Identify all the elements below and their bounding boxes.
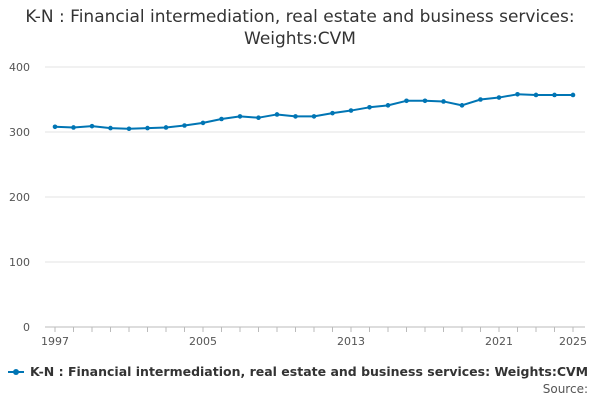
data-point[interactable] bbox=[71, 125, 76, 130]
data-point[interactable] bbox=[311, 114, 317, 119]
y-tick-label: 300 bbox=[9, 126, 30, 139]
data-point[interactable] bbox=[496, 95, 502, 100]
data-point[interactable] bbox=[385, 103, 391, 108]
data-point[interactable] bbox=[441, 99, 446, 104]
series-line bbox=[54, 93, 573, 130]
data-point[interactable] bbox=[52, 124, 58, 130]
data-point[interactable] bbox=[552, 92, 557, 98]
data-point[interactable] bbox=[330, 110, 335, 116]
x-axis: 1997 2005 2013 2021 2025 bbox=[41, 326, 587, 348]
data-point[interactable] bbox=[219, 116, 224, 122]
data-point[interactable] bbox=[348, 108, 354, 113]
x-tick-label: 2021 bbox=[485, 335, 513, 348]
x-tick-label: 1997 bbox=[41, 335, 69, 348]
data-point[interactable] bbox=[367, 105, 372, 110]
y-tick-label: 100 bbox=[9, 256, 30, 269]
legend: K-N : Financial intermediation, real est… bbox=[8, 364, 588, 379]
data-point[interactable] bbox=[570, 92, 576, 98]
data-point[interactable] bbox=[200, 120, 206, 126]
y-axis-ticks: 0 100 200 300 400 bbox=[9, 61, 30, 334]
data-point[interactable] bbox=[293, 114, 298, 119]
data-point[interactable] bbox=[533, 92, 539, 98]
y-tick-label: 400 bbox=[9, 61, 30, 74]
data-point[interactable] bbox=[182, 123, 187, 128]
data-point[interactable] bbox=[422, 98, 428, 104]
x-tick-label: 2005 bbox=[189, 335, 217, 348]
y-tick-label: 200 bbox=[9, 191, 30, 204]
y-tick-label: 0 bbox=[23, 321, 30, 334]
data-point[interactable] bbox=[108, 125, 113, 131]
source-label: Source: bbox=[542, 382, 588, 396]
data-point[interactable] bbox=[515, 92, 520, 97]
legend-label: K-N : Financial intermediation, real est… bbox=[30, 364, 589, 379]
gridlines bbox=[45, 66, 585, 263]
data-point[interactable] bbox=[163, 125, 169, 130]
data-point[interactable] bbox=[404, 98, 409, 104]
data-point[interactable] bbox=[459, 103, 465, 108]
data-point[interactable] bbox=[126, 126, 132, 132]
series-group bbox=[52, 92, 576, 132]
data-point[interactable] bbox=[274, 112, 280, 117]
legend-line-marker-icon bbox=[8, 367, 24, 377]
x-tick-label: 2013 bbox=[337, 335, 365, 348]
data-point[interactable] bbox=[478, 97, 483, 102]
data-point[interactable] bbox=[256, 115, 261, 120]
x-tick-label: 2025 bbox=[559, 335, 587, 348]
chart-title: K-N : Financial intermediation, real est… bbox=[25, 7, 575, 49]
data-point[interactable] bbox=[145, 125, 150, 131]
data-point[interactable] bbox=[89, 123, 95, 129]
data-point[interactable] bbox=[237, 114, 243, 119]
